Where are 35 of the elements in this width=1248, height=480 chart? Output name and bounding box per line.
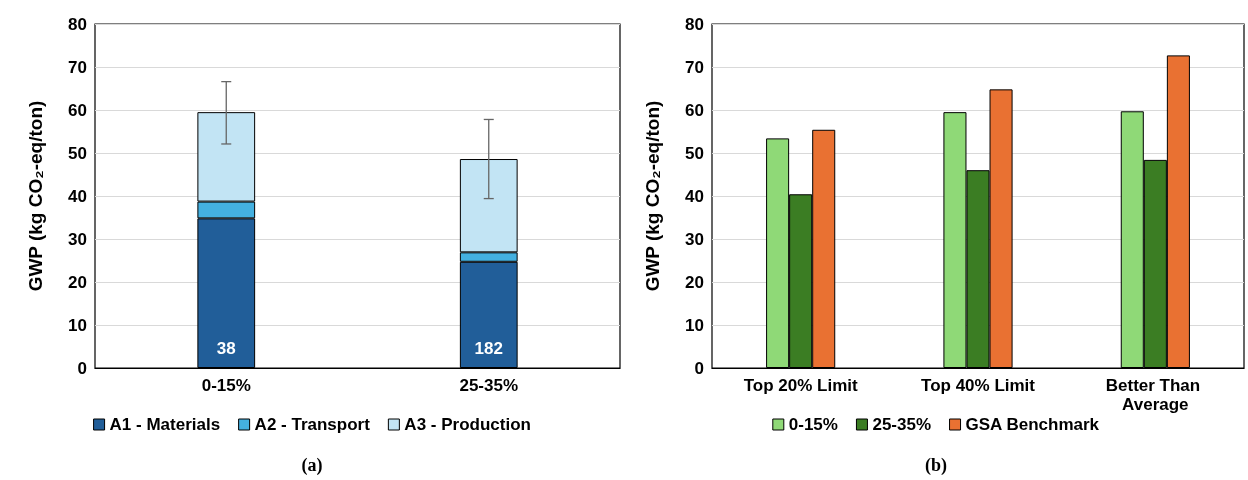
y-tick-label: 10 xyxy=(68,315,87,335)
text: (b) xyxy=(925,455,948,476)
y-tick-label: 10 xyxy=(685,315,704,335)
legend-label: A2 - Transport xyxy=(254,415,371,434)
y-axis-title: GWP (kg CO₂-eq/ton) xyxy=(642,100,663,292)
y-tick-label: 20 xyxy=(685,272,704,292)
y-tick-label: 50 xyxy=(685,143,704,163)
legend-label: A1 - Materials xyxy=(109,415,221,434)
y-tick-label: 70 xyxy=(685,57,704,77)
y-tick-label: 30 xyxy=(685,229,704,249)
y-tick-label: 50 xyxy=(68,143,87,163)
y-tick-label: 60 xyxy=(685,100,704,120)
y-tick-label: 20 xyxy=(68,272,87,292)
y-tick-label: 40 xyxy=(685,186,704,206)
y-tick-label: 70 xyxy=(68,57,87,77)
annotation: 182 xyxy=(474,338,503,358)
y-tick-label: 80 xyxy=(68,14,87,34)
y-tick-label: 60 xyxy=(68,100,87,120)
legend-label: GSA Benchmark xyxy=(965,415,1100,434)
text: (a) xyxy=(301,455,323,476)
x-tick-label: Better Than Average xyxy=(1105,376,1205,414)
y-axis-title: GWP (kg CO₂-eq/ton) xyxy=(25,100,46,292)
x-tick-label: 25-35% xyxy=(459,376,519,395)
y-tick-label: 80 xyxy=(685,14,704,34)
x-tick-label: Top 40% Limit xyxy=(921,376,1036,395)
x-tick-label: 0-15% xyxy=(201,376,251,395)
legend-label: A3 - Production xyxy=(404,415,531,434)
y-tick-label: 30 xyxy=(68,229,87,249)
annotation: 38 xyxy=(216,338,236,358)
legend-label: 25-35% xyxy=(872,415,932,434)
x-tick-label: Top 20% Limit xyxy=(743,376,858,395)
y-tick-label: 0 xyxy=(694,358,704,378)
y-tick-label: 40 xyxy=(68,186,87,206)
y-tick-label: 0 xyxy=(77,358,87,378)
legend-label: 0-15% xyxy=(788,415,838,434)
